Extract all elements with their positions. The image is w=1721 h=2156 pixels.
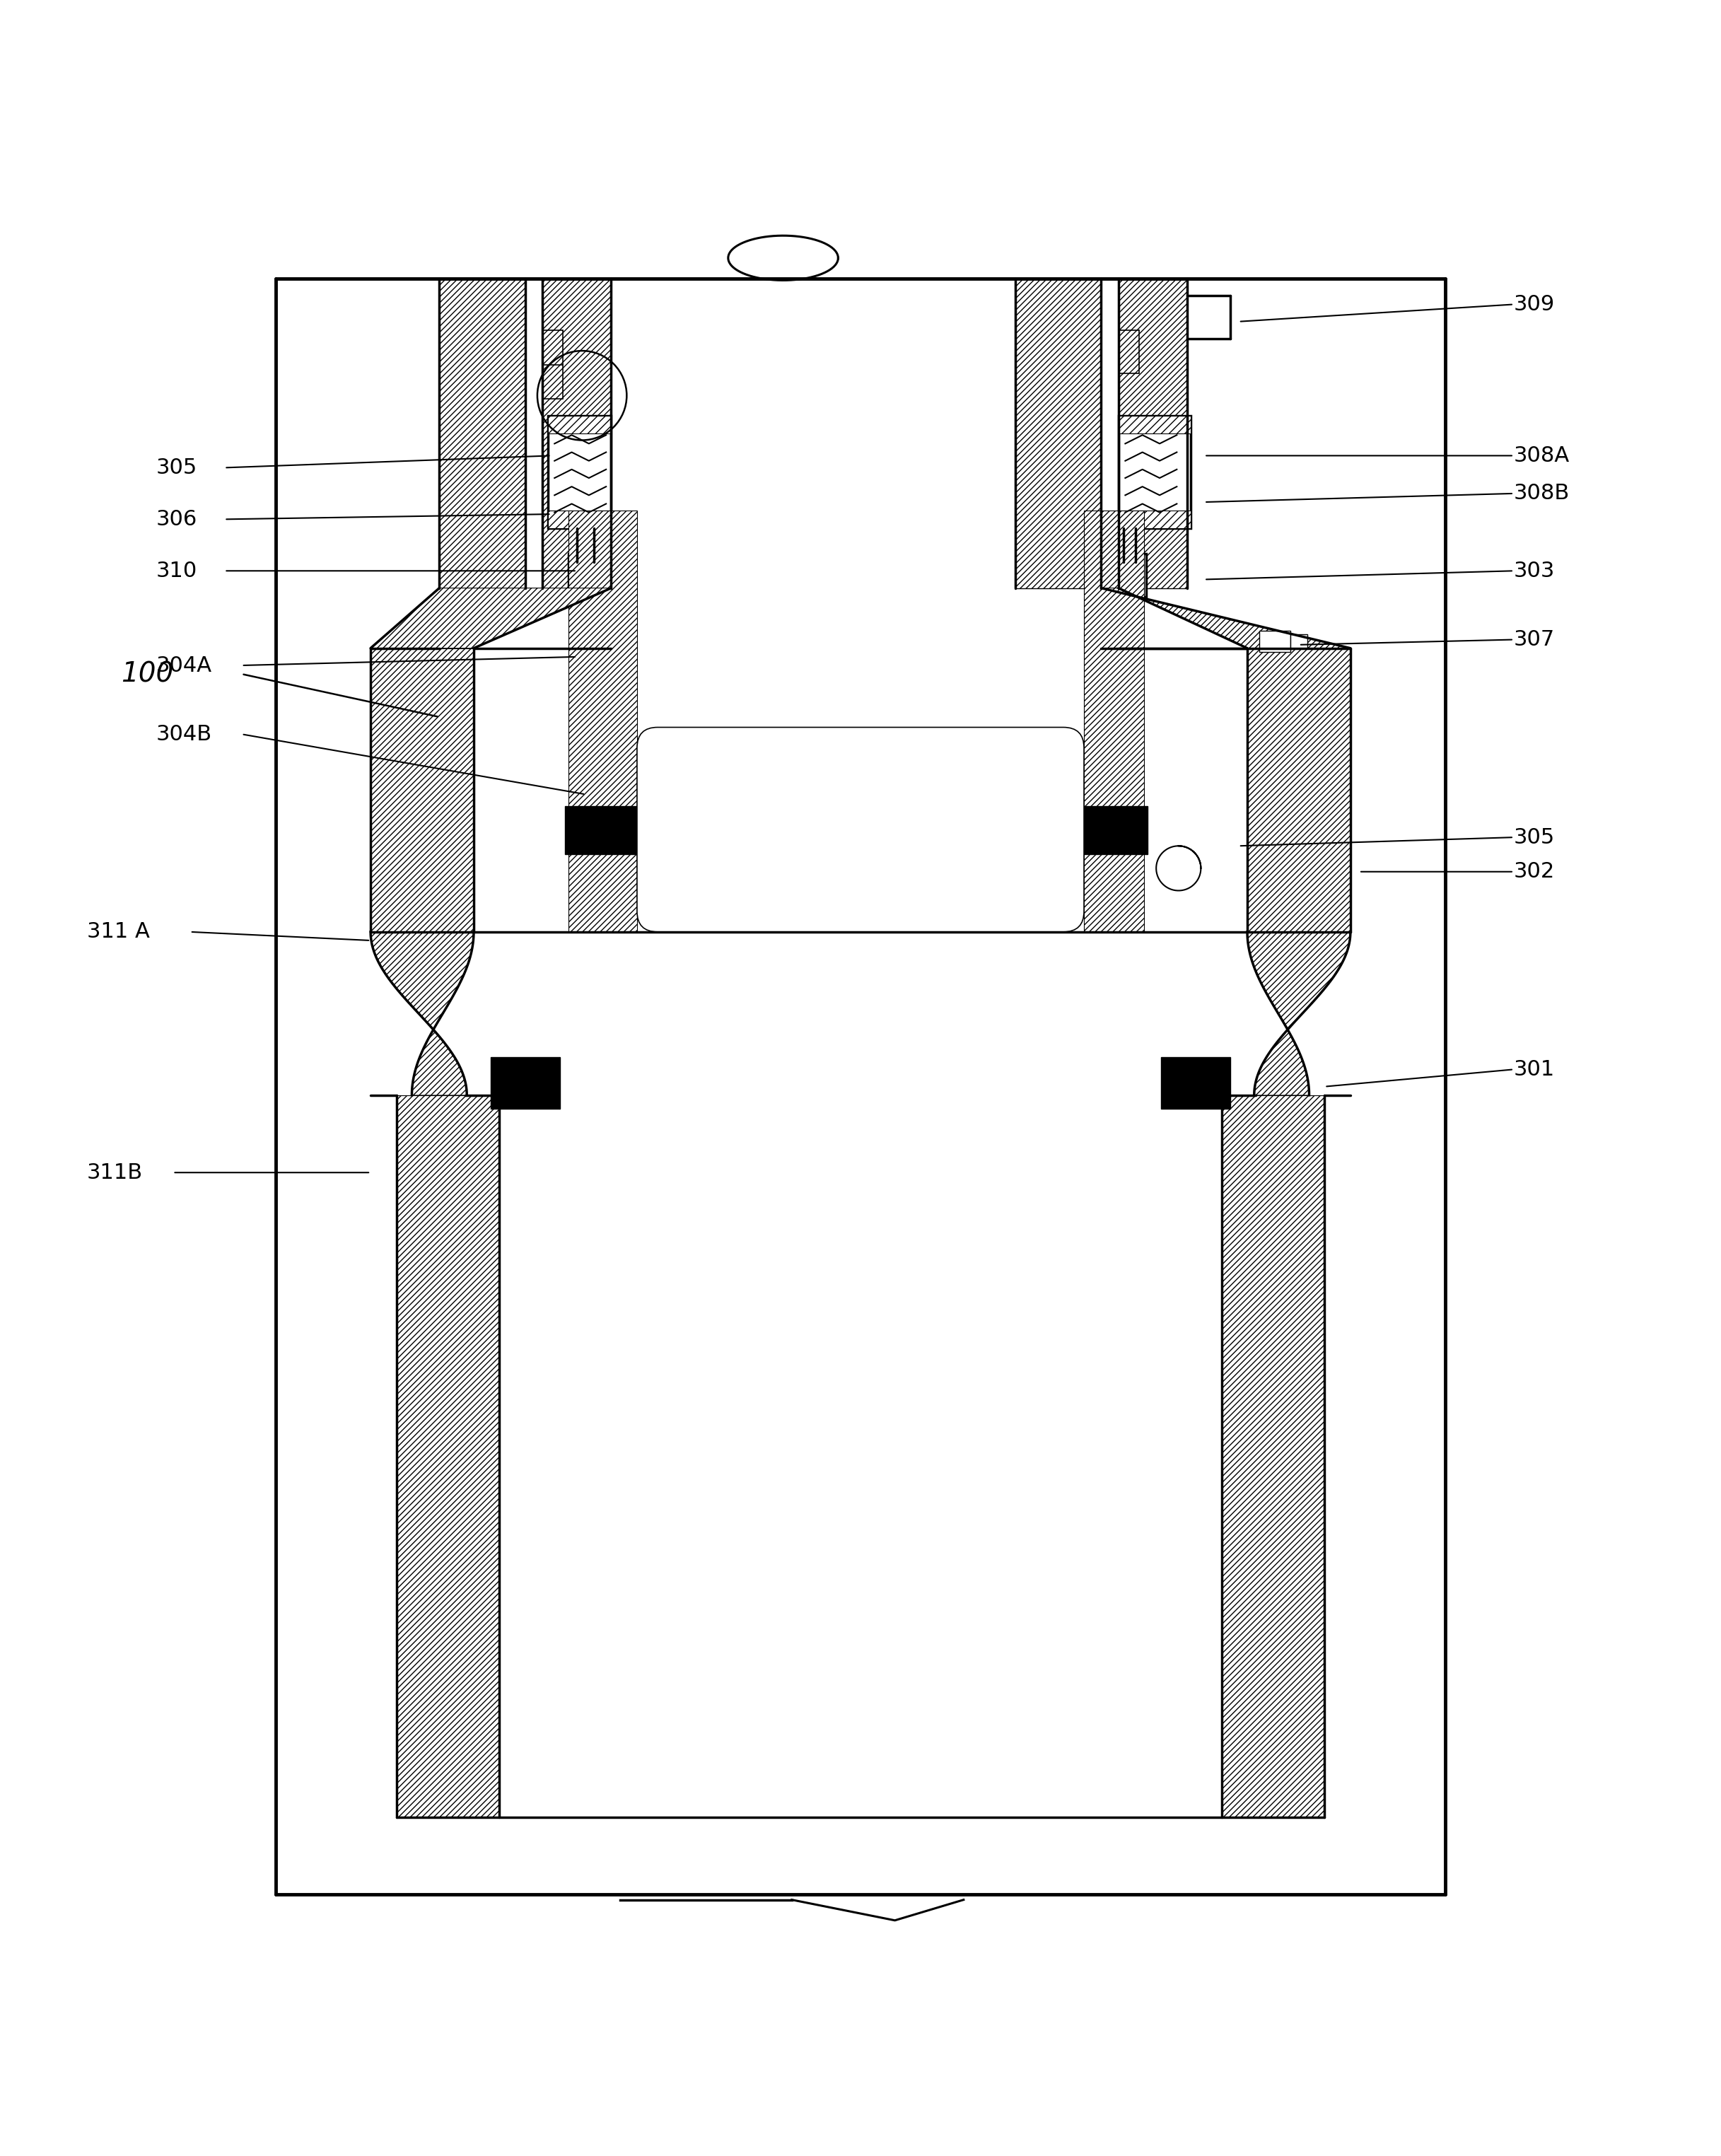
Bar: [1098, 554, 1146, 597]
Bar: [568, 554, 616, 597]
Polygon shape: [542, 278, 611, 589]
Text: 308A: 308A: [1514, 446, 1570, 466]
Polygon shape: [370, 589, 611, 649]
Bar: [1081, 806, 1148, 854]
Bar: [1162, 1056, 1231, 1108]
Text: 308B: 308B: [1514, 483, 1570, 505]
Text: 305: 305: [1514, 828, 1554, 847]
Polygon shape: [396, 1095, 499, 1818]
Polygon shape: [547, 416, 611, 433]
Bar: [490, 1056, 559, 1108]
Text: 304A: 304A: [155, 655, 212, 675]
Bar: [547, 416, 611, 528]
Polygon shape: [370, 649, 473, 931]
Polygon shape: [439, 278, 525, 589]
Text: 307: 307: [1514, 630, 1554, 649]
Polygon shape: [1098, 563, 1144, 597]
Bar: [1119, 416, 1191, 528]
Bar: [1291, 634, 1308, 649]
Text: 305: 305: [155, 457, 196, 479]
Text: 306: 306: [155, 509, 196, 530]
Text: 303: 303: [1514, 561, 1556, 582]
Polygon shape: [370, 931, 473, 1095]
Polygon shape: [1248, 649, 1351, 931]
Polygon shape: [1119, 278, 1187, 589]
Polygon shape: [1124, 528, 1136, 563]
Polygon shape: [547, 511, 611, 528]
Text: 310: 310: [155, 561, 196, 582]
Text: 311 A: 311 A: [88, 921, 150, 942]
Polygon shape: [1222, 1095, 1325, 1818]
Polygon shape: [1119, 511, 1191, 528]
Bar: [564, 806, 640, 854]
Polygon shape: [1084, 511, 1144, 931]
Polygon shape: [577, 528, 594, 563]
Polygon shape: [568, 563, 616, 597]
Polygon shape: [1015, 278, 1101, 589]
Polygon shape: [1101, 589, 1351, 649]
Polygon shape: [1119, 416, 1191, 433]
Polygon shape: [568, 511, 637, 931]
Text: 309: 309: [1514, 293, 1554, 315]
FancyBboxPatch shape: [637, 727, 1084, 931]
Polygon shape: [1248, 931, 1351, 1095]
Text: 301: 301: [1514, 1059, 1554, 1080]
Text: 304B: 304B: [155, 724, 212, 744]
Text: 311B: 311B: [88, 1162, 143, 1184]
Text: 100: 100: [120, 660, 174, 688]
Text: 302: 302: [1514, 862, 1554, 882]
Bar: [1260, 632, 1291, 651]
